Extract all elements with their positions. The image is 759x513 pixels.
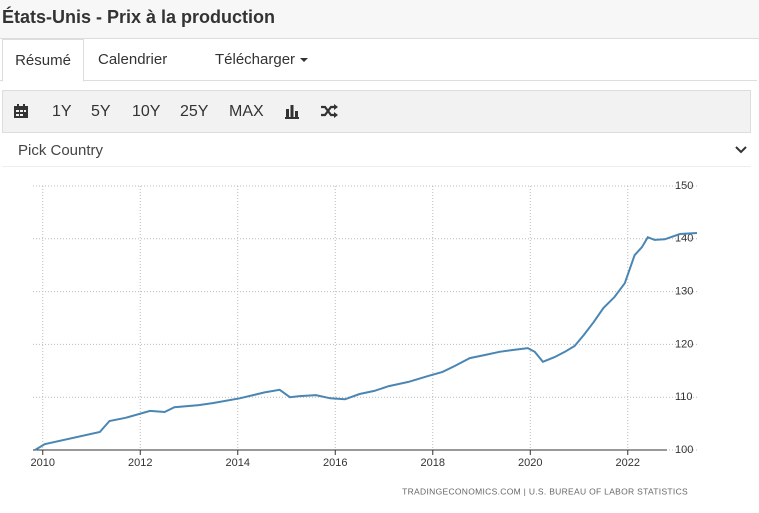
toolbar: 1Y 5Y 10Y 25Y MAX bbox=[2, 90, 751, 133]
y-tick-label: 120 bbox=[675, 338, 693, 350]
range-button[interactable]: 25Y bbox=[180, 103, 209, 120]
range-button[interactable]: 1Y bbox=[52, 103, 72, 120]
y-tick-label: 140 bbox=[675, 233, 693, 245]
picker-label: Pick Country bbox=[18, 142, 104, 159]
country-picker[interactable]: Pick Country bbox=[2, 134, 751, 167]
x-tick-label: 2012 bbox=[128, 457, 152, 469]
y-tick-label: 130 bbox=[675, 286, 693, 298]
range-button[interactable]: MAX bbox=[229, 103, 264, 120]
calendar-icon[interactable] bbox=[13, 103, 29, 119]
x-tick-label: 2016 bbox=[323, 457, 347, 469]
x-tick-label: 2020 bbox=[518, 457, 542, 469]
data-line bbox=[34, 232, 698, 451]
range-button[interactable]: 5Y bbox=[91, 103, 111, 120]
chevron-icon bbox=[735, 146, 747, 154]
tab-label: Télécharger bbox=[215, 51, 296, 68]
y-tick-label: 110 bbox=[675, 391, 693, 403]
tab-bar: Résumé Calendrier Télécharger bbox=[0, 39, 757, 82]
page-title: États-Unis - Prix à la production bbox=[2, 7, 276, 27]
x-tick-label: 2010 bbox=[31, 457, 55, 469]
tab[interactable]: Calendrier bbox=[98, 51, 168, 68]
tab[interactable]: Résumé bbox=[2, 39, 84, 82]
x-tick-label: 2018 bbox=[421, 457, 445, 469]
y-tick-label: 150 bbox=[675, 180, 693, 192]
shuffle-icon[interactable] bbox=[320, 103, 338, 119]
bar-chart-icon[interactable] bbox=[284, 103, 300, 119]
range-button[interactable]: 10Y bbox=[132, 103, 161, 120]
tab[interactable]: Télécharger bbox=[215, 39, 309, 80]
title-bar: États-Unis - Prix à la production bbox=[0, 0, 759, 39]
chart-source: TRADINGECONOMICS.COM | U.S. BUREAU OF LA… bbox=[402, 486, 688, 496]
y-tick-label: 100 bbox=[675, 444, 693, 456]
caret bbox=[300, 58, 309, 63]
x-tick-label: 2014 bbox=[226, 457, 250, 469]
x-tick-label: 2022 bbox=[616, 457, 640, 469]
